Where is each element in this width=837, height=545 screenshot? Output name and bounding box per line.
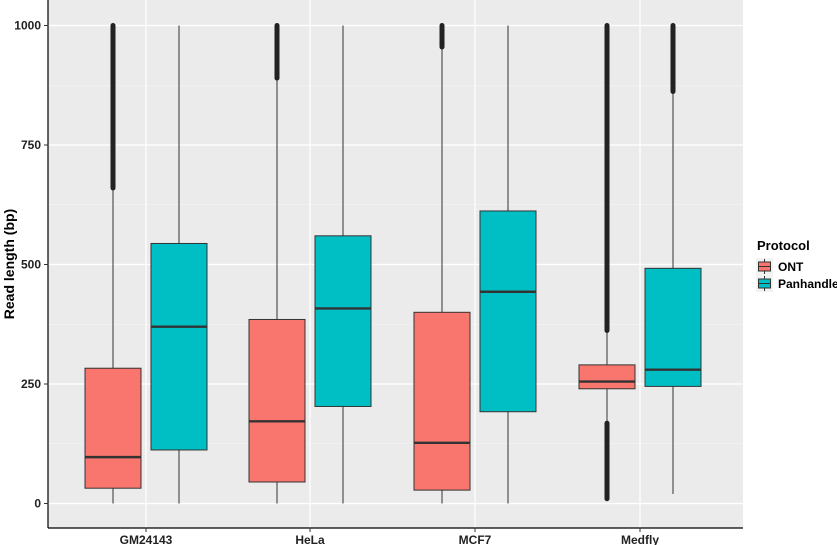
y-tick-label: 750 <box>21 138 41 152</box>
y-tick-label: 0 <box>34 497 41 511</box>
box-ont-hela <box>248 23 306 504</box>
legend-label: Panhandle <box>778 277 837 291</box>
box-body <box>413 311 471 491</box>
x-tick-label: Medfly <box>621 533 659 545</box>
box-panhandle-hela <box>314 25 372 504</box>
legend: Protocol ONT Panhandle <box>756 238 837 292</box>
x-tick-label: MCF7 <box>459 533 492 545</box>
box-panhandle-mcf7 <box>479 25 537 504</box>
box-body <box>314 235 372 407</box>
x-tick-label: HeLa <box>295 533 325 545</box>
y-axis-title: Read length (bp) <box>1 209 17 319</box>
box-panhandle-medfly <box>644 23 702 494</box>
y-tick-label: 250 <box>21 377 41 391</box>
legend-title: Protocol <box>757 238 810 253</box>
y-tick-label: 1000 <box>14 19 41 33</box>
box-body <box>248 318 306 483</box>
box-panhandle-gm24143 <box>150 25 208 504</box>
legend-key-ont <box>756 258 773 275</box>
box-body <box>84 367 142 489</box>
y-tick-label: 500 <box>21 258 41 272</box>
box-ont-medfly <box>578 23 636 502</box>
legend-key-panhandle <box>756 275 773 292</box>
box-body <box>644 267 702 387</box>
box-body <box>150 242 208 451</box>
box-groups <box>84 23 702 504</box>
box-ont-gm24143 <box>84 23 142 504</box>
box-body <box>578 364 636 390</box>
x-tick-label: GM24143 <box>120 533 173 545</box>
legend-label: ONT <box>778 260 804 274</box>
box-body <box>479 210 537 413</box>
box-ont-mcf7 <box>413 23 471 504</box>
y-axis: 0 250 500 750 1000 <box>14 0 49 528</box>
x-axis: GM24143 HeLa MCF7 Medfly <box>48 527 743 545</box>
grid-lines <box>48 0 743 528</box>
